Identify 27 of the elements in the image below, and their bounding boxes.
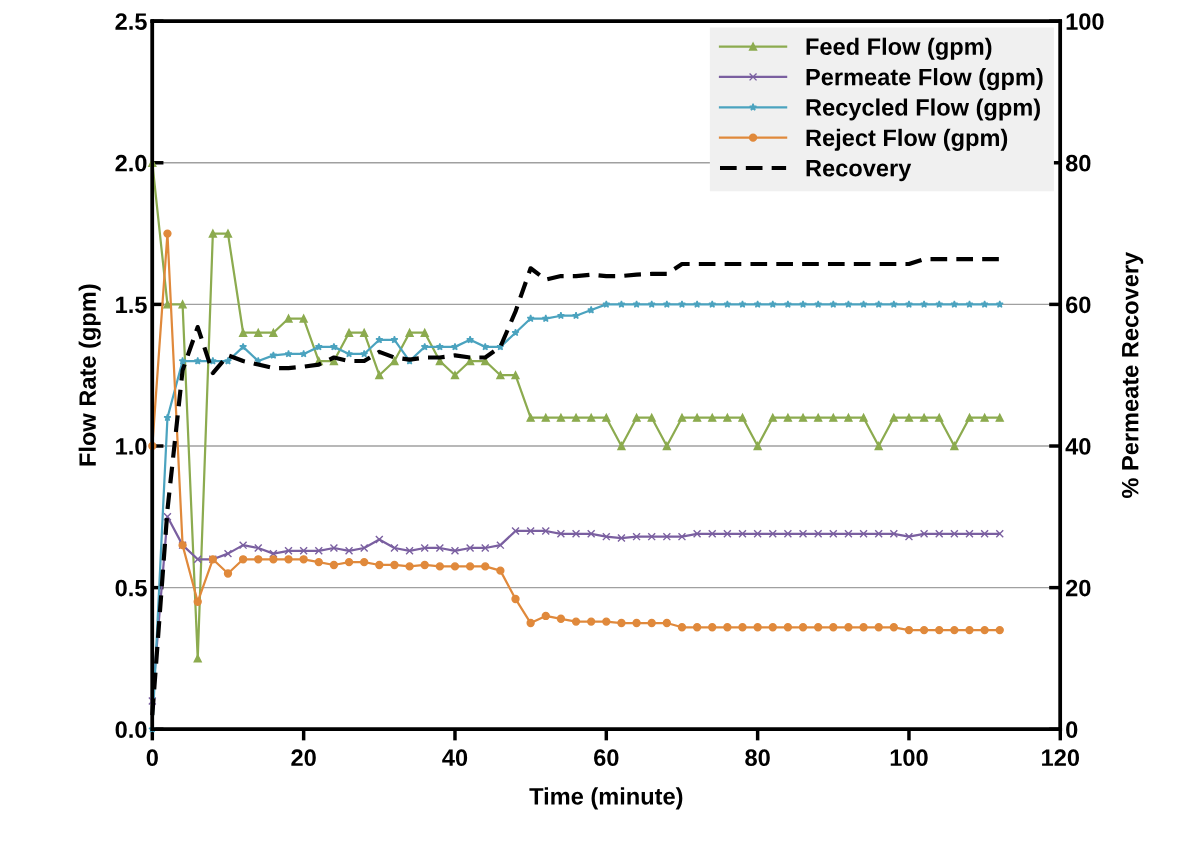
legend-label: Recovery [806,160,912,182]
legend-label: Recycled Flow (gpm) [806,98,1040,121]
y2-tick-label: 60 [1066,296,1091,314]
x-tick-label: 20 [291,749,316,767]
x-tick-label: 0 [146,749,158,767]
x-axis-title: Time (minute) [529,787,683,810]
x-tick-label: 40 [442,749,468,767]
y2-tick-label: 100 [1066,13,1104,30]
legend-label: Reject Flow (gpm) [806,128,1008,151]
x-tick-label: 80 [745,749,770,767]
legend-label: Feed Flow (gpm) [806,37,992,60]
y-tick-label: 0.5 [115,579,147,597]
x-tick-label: 100 [890,749,928,767]
x-tick-label: 120 [1042,749,1080,767]
y-tick-label: 0.0 [115,721,147,739]
y-tick-label: 1.5 [116,296,147,314]
y-tick-label: 2.5 [115,13,147,30]
y2-tick-label: 40 [1065,438,1091,455]
y-tick-label: 2.0 [115,154,147,172]
x-tick-label: 60 [594,749,619,767]
y2-axis-title: % Permeate Recovery [1121,251,1144,498]
y2-tick-label: 20 [1065,579,1091,597]
y-axis-title: Flow Rate (gpm) [78,284,101,466]
y2-tick-label: 0 [1066,721,1078,739]
y-tick-label: 1.0 [116,438,147,455]
y2-tick-label: 80 [1065,154,1091,172]
legend-label: Permeate Flow (gpm) [806,68,1043,91]
